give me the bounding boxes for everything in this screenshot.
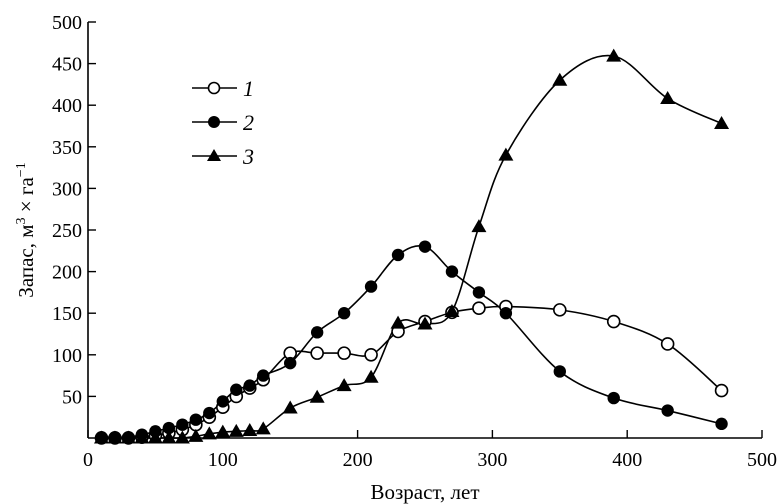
data-point-series-3 — [282, 400, 298, 414]
y-axis-title-sup1: 3 — [14, 217, 29, 224]
legend-label-1: 1 — [243, 76, 254, 101]
data-point-series-2 — [499, 307, 513, 320]
data-point-series-1 — [714, 383, 729, 398]
data-point-series-1 — [364, 347, 378, 362]
y-tick-label: 500 — [52, 12, 82, 34]
legend-marker-1 — [207, 81, 221, 95]
data-point-series-2 — [176, 418, 189, 431]
series-lines — [101, 54, 723, 439]
x-axis-title: Возраст, лет — [370, 480, 479, 504]
data-point-series-3 — [363, 369, 379, 383]
data-point-series-3 — [134, 430, 150, 444]
data-point-series-2 — [337, 307, 351, 320]
legend-marker-3 — [207, 149, 221, 161]
y-axis-title-mid: × га — [14, 177, 38, 218]
y-tick-label: 300 — [52, 178, 82, 200]
data-point-series-3 — [215, 424, 231, 438]
legend-label-3: 3 — [242, 144, 254, 169]
legend-item-3: 3 — [192, 144, 254, 169]
data-point-series-1 — [472, 301, 486, 316]
data-point-series-3 — [471, 219, 487, 233]
data-point-series-3 — [309, 389, 325, 403]
x-tick-label: 0 — [83, 449, 93, 471]
y-tick-label: 250 — [52, 220, 82, 242]
data-point-series-3 — [174, 430, 190, 444]
series-markers — [93, 48, 730, 445]
data-point-series-2 — [418, 240, 432, 253]
data-point-series-2 — [162, 421, 176, 435]
y-tick-label: 150 — [52, 303, 82, 325]
x-tick-label: 300 — [477, 449, 507, 471]
y-axis-title-sup2: −1 — [14, 162, 29, 177]
data-point-series-3 — [255, 421, 271, 435]
y-tick-label: 50 — [62, 386, 82, 408]
legend-label-2: 2 — [243, 110, 254, 135]
data-point-series-3 — [161, 430, 177, 444]
legend: 1 2 3 — [192, 76, 254, 169]
data-point-series-2 — [216, 395, 229, 408]
y-tick-label: 400 — [52, 95, 82, 117]
axes — [87, 22, 762, 439]
data-point-series-2 — [472, 286, 486, 299]
data-point-series-3 — [107, 430, 123, 444]
data-point-series-3 — [93, 430, 109, 444]
data-point-series-2 — [189, 413, 203, 426]
data-point-series-3 — [336, 378, 352, 392]
y-tick-label: 450 — [52, 54, 82, 76]
data-point-series-3 — [660, 91, 676, 105]
data-point-series-3 — [188, 428, 204, 442]
x-tick-label: 500 — [747, 449, 777, 471]
data-point-series-2 — [607, 391, 620, 405]
data-point-series-3 — [714, 116, 730, 130]
data-point-series-3 — [552, 72, 568, 86]
legend-marker-2 — [208, 116, 220, 128]
y-axis-title-base: Запас, м — [14, 224, 38, 297]
y-tick-label: 100 — [52, 345, 82, 367]
x-tick-label: 400 — [612, 449, 642, 471]
data-point-series-2 — [364, 280, 378, 293]
data-point-series-3 — [444, 304, 460, 318]
data-point-series-1 — [337, 346, 351, 360]
data-point-series-2 — [284, 356, 297, 370]
data-point-series-3 — [228, 423, 244, 437]
y-tick-label: 350 — [52, 137, 82, 159]
data-point-series-1 — [310, 346, 324, 360]
ticks: 0 100 200 300 400 500 50 100 150 200 250 300 350 400 4… — [52, 12, 777, 471]
data-point-series-2 — [553, 365, 566, 378]
series-line-2 — [101, 245, 722, 439]
data-point-series-2 — [445, 265, 459, 278]
data-point-series-2 — [243, 379, 256, 392]
y-tick-label: 200 — [52, 262, 82, 284]
legend-item-2: 2 — [192, 110, 254, 135]
data-point-series-1 — [606, 314, 621, 329]
data-point-series-1 — [552, 303, 567, 317]
data-point-series-2 — [203, 406, 216, 420]
data-point-series-2 — [391, 248, 405, 262]
data-point-series-3 — [201, 426, 217, 440]
data-point-series-3 — [147, 430, 163, 444]
data-point-series-2 — [310, 326, 324, 339]
data-point-series-3 — [242, 423, 258, 437]
y-axis-title: Запас, м3 × га−1 — [14, 162, 38, 297]
data-point-series-3 — [417, 316, 433, 330]
data-point-series-2 — [661, 404, 674, 417]
data-point-series-3 — [606, 48, 622, 62]
x-tick-label: 200 — [343, 449, 373, 471]
data-point-series-3 — [390, 315, 406, 329]
data-point-series-2 — [715, 417, 728, 431]
data-point-series-2 — [257, 369, 270, 382]
x-tick-label: 100 — [208, 449, 238, 471]
data-point-series-2 — [230, 383, 243, 396]
data-point-series-3 — [498, 147, 514, 161]
legend-item-1: 1 — [192, 76, 254, 101]
data-point-series-3 — [120, 430, 136, 444]
data-point-series-1 — [660, 337, 675, 351]
